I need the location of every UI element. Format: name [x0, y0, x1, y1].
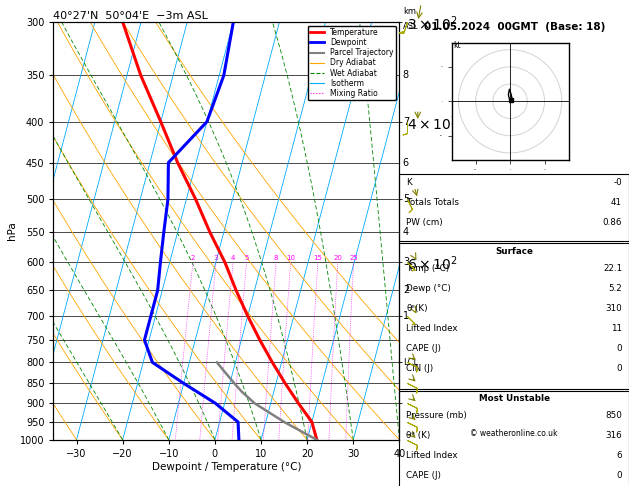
Text: 5: 5	[245, 255, 249, 261]
Text: 310: 310	[605, 304, 622, 313]
Text: 1: 1	[403, 311, 409, 321]
Text: 8: 8	[403, 70, 409, 80]
Text: θᵉ(K): θᵉ(K)	[406, 304, 428, 313]
Text: km: km	[403, 7, 416, 16]
Text: Totals Totals: Totals Totals	[406, 198, 459, 207]
Text: Temp (°C): Temp (°C)	[406, 264, 450, 273]
Text: 6: 6	[616, 451, 622, 460]
Text: 850: 850	[605, 411, 622, 420]
Text: 0: 0	[616, 471, 622, 480]
Text: 01.05.2024  00GMT  (Base: 18): 01.05.2024 00GMT (Base: 18)	[423, 22, 605, 32]
Bar	[399, 391, 629, 486]
Text: 40°27'N  50°04'E  −3m ASL: 40°27'N 50°04'E −3m ASL	[53, 11, 208, 21]
Text: CAPE (J): CAPE (J)	[406, 471, 442, 480]
Text: Surface: Surface	[495, 247, 533, 256]
Bar	[399, 174, 629, 242]
Text: 0: 0	[616, 344, 622, 353]
Text: 15: 15	[313, 255, 322, 261]
Text: 41: 41	[611, 198, 622, 207]
Text: 2: 2	[191, 255, 195, 261]
Text: © weatheronline.co.uk: © weatheronline.co.uk	[470, 429, 558, 438]
Bar	[399, 243, 629, 388]
Text: 4: 4	[231, 255, 235, 261]
Text: K: K	[406, 178, 412, 187]
Text: 7: 7	[403, 117, 409, 127]
Text: PW (cm): PW (cm)	[406, 218, 443, 227]
Text: 25: 25	[349, 255, 358, 261]
Text: 5: 5	[403, 194, 409, 204]
Text: Most Unstable: Most Unstable	[479, 394, 550, 403]
Text: 3: 3	[214, 255, 218, 261]
Text: Pressure (mb): Pressure (mb)	[406, 411, 467, 420]
Text: -0: -0	[613, 178, 622, 187]
Text: 8: 8	[274, 255, 279, 261]
Text: 22.1: 22.1	[603, 264, 622, 273]
Text: 0: 0	[616, 364, 622, 373]
Text: Lifted Index: Lifted Index	[406, 451, 458, 460]
Text: CAPE (J): CAPE (J)	[406, 344, 442, 353]
Text: LCL: LCL	[404, 358, 419, 367]
Text: 2: 2	[403, 285, 409, 295]
Text: kt: kt	[454, 41, 461, 50]
Text: 20: 20	[333, 255, 342, 261]
Legend: Temperature, Dewpoint, Parcel Trajectory, Dry Adiabat, Wet Adiabat, Isotherm, Mi: Temperature, Dewpoint, Parcel Trajectory…	[308, 26, 396, 100]
Text: Dewp (°C): Dewp (°C)	[406, 284, 451, 293]
Text: CIN (J): CIN (J)	[406, 364, 433, 373]
X-axis label: Dewpoint / Temperature (°C): Dewpoint / Temperature (°C)	[152, 462, 301, 471]
Text: 316: 316	[606, 431, 622, 440]
Text: 0.86: 0.86	[603, 218, 622, 227]
Text: 11: 11	[611, 324, 622, 333]
Y-axis label: hPa: hPa	[7, 222, 17, 240]
Text: 6: 6	[403, 157, 409, 168]
Text: 10: 10	[286, 255, 295, 261]
Text: ASL: ASL	[403, 22, 418, 31]
Text: θᵉ (K): θᵉ (K)	[406, 431, 431, 440]
Text: Lifted Index: Lifted Index	[406, 324, 458, 333]
Text: 4: 4	[403, 227, 409, 237]
Text: 5.2: 5.2	[608, 284, 622, 293]
Text: 3: 3	[403, 258, 409, 267]
